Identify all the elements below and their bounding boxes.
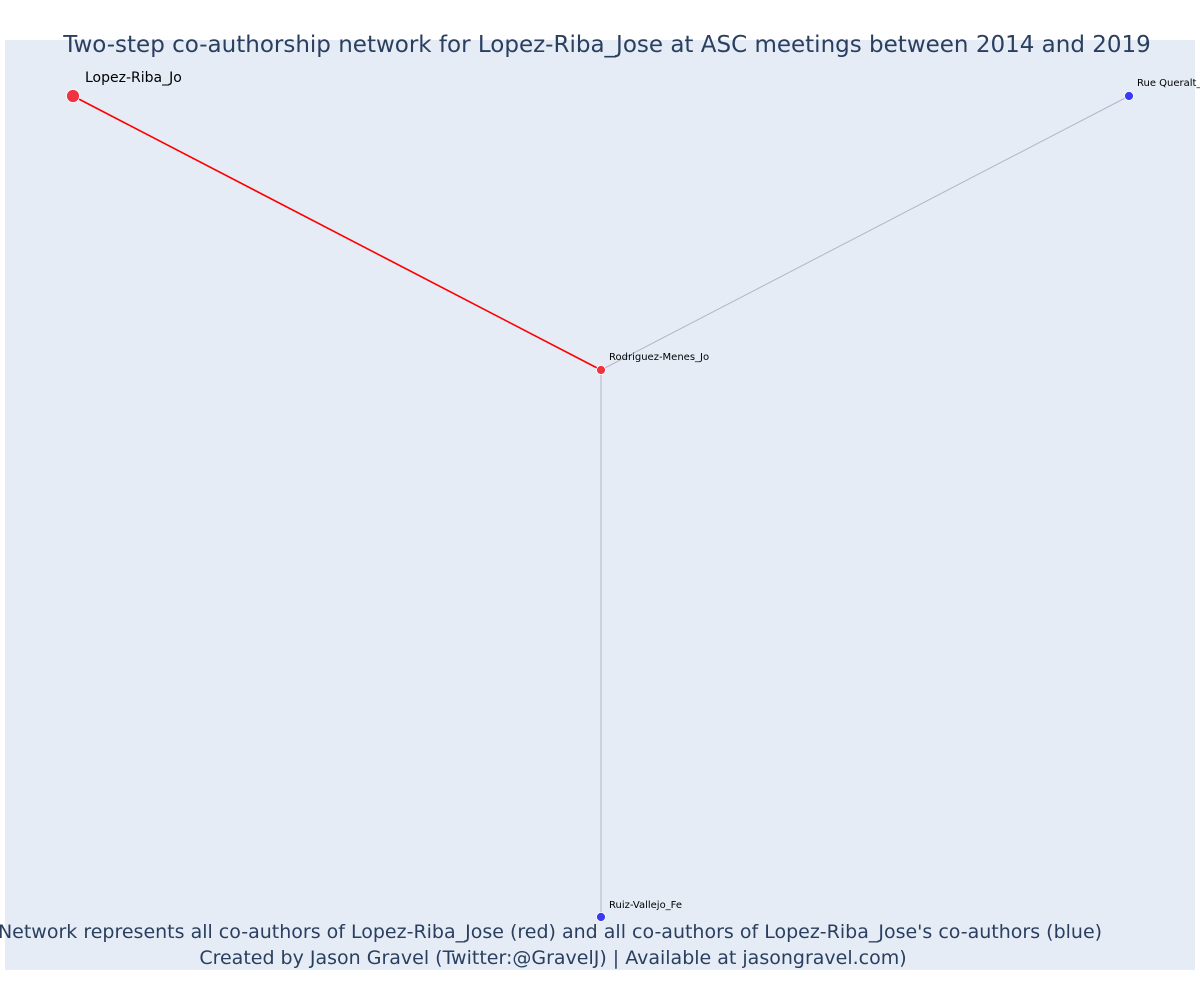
node-label-ruiz: Ruiz-Vallejo_Fe (609, 900, 682, 911)
labels-layer: Lopez-Riba_Jo Rodriguez-Menes_Jo Rue Quera… (85, 70, 1200, 911)
footer-line-2: Created by Jason Gravel (Twitter:@Gravel… (199, 947, 906, 969)
edge-rodriguez-rue (600, 95, 1130, 371)
node-ruiz[interactable] (596, 912, 606, 922)
node-label-lopez: Lopez-Riba_Jo (85, 70, 182, 86)
node-lopez[interactable] (66, 89, 80, 103)
nodes-layer (66, 89, 1134, 922)
chart-title: Two-step co-authorship network for Lopez… (62, 32, 1151, 58)
node-label-rodriguez: Rodriguez-Menes_Jo (609, 352, 709, 363)
edges-layer (72, 95, 1130, 917)
node-label-rue: Rue Queralt_ (1137, 78, 1200, 89)
footer-line-1: Network represents all co-authors of Lop… (0, 921, 1102, 943)
node-rue[interactable] (1124, 91, 1134, 101)
node-rodriguez[interactable] (596, 365, 606, 375)
edge-lopez-rodriguez (72, 95, 602, 371)
plot-background (5, 40, 1195, 970)
